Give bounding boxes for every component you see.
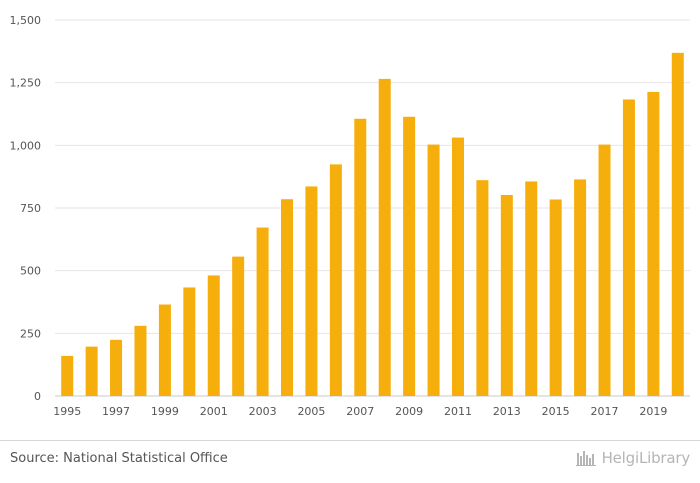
- x-tick-label: 2007: [346, 405, 374, 418]
- x-tick-label: 1995: [53, 405, 81, 418]
- y-tick-label: 1,000: [10, 139, 42, 152]
- x-tick-label: 2017: [591, 405, 619, 418]
- y-tick-label: 1,250: [10, 77, 42, 90]
- bar-2015[interactable]: 2015: 784: [549, 199, 562, 396]
- bar-2010[interactable]: 2010: 1003: [427, 144, 440, 396]
- bar-2012[interactable]: 2012: 861: [476, 180, 489, 396]
- x-tick-label: 2015: [542, 405, 570, 418]
- x-tick-label: 2013: [493, 405, 521, 418]
- bar-2011[interactable]: 2011: 1031: [451, 137, 464, 396]
- bar-2003[interactable]: 2003: 672: [256, 227, 269, 396]
- y-tick-label: 250: [20, 327, 41, 340]
- bar-1997[interactable]: 1997: 224: [110, 339, 123, 396]
- library-icon: [575, 451, 596, 466]
- bar-2017[interactable]: 2017: 1003: [598, 144, 611, 396]
- bar-2019[interactable]: 2019: 1213: [647, 91, 660, 396]
- bar-1995[interactable]: 1995: 160: [61, 355, 74, 396]
- x-tick-label: 1997: [102, 405, 130, 418]
- brand-name: HelgiLibrary: [601, 449, 691, 467]
- x-tick-label: 2009: [395, 405, 423, 418]
- bar-2001[interactable]: 2001: 481: [207, 275, 220, 396]
- brand-logo[interactable]: HelgiLibrary: [575, 449, 691, 467]
- bar-chart: 0 250 500 750 1,000 1,250 1,500 1995: 160 1996: …: [10, 14, 690, 418]
- bar-2004[interactable]: 2004: 785: [281, 199, 294, 396]
- bar-2014[interactable]: 2014: 856: [525, 181, 538, 396]
- x-tick-label: 1999: [151, 405, 179, 418]
- bar-2020[interactable]: 2020: 1369: [671, 52, 684, 396]
- x-tick-label: 2019: [639, 405, 667, 418]
- y-tick-label: 0: [34, 390, 41, 403]
- bar-2006[interactable]: 2006: 924: [329, 164, 342, 396]
- y-tick-label: 1,500: [10, 14, 42, 27]
- x-tick-label: 2011: [444, 405, 472, 418]
- chart-footer: Source: National Statistical Office Helg…: [0, 440, 700, 483]
- bar-2007[interactable]: 2007: 1106: [354, 118, 367, 396]
- bar-1999[interactable]: 1999: 365: [158, 304, 171, 396]
- bar-2000[interactable]: 2000: 433: [183, 287, 196, 396]
- bar-2013[interactable]: 2013: 802: [500, 194, 513, 396]
- bar-2008[interactable]: 2008: 1265: [378, 78, 391, 396]
- bar-1998[interactable]: 1998: 280: [134, 325, 147, 396]
- bar-2002[interactable]: 2002: 556: [232, 256, 245, 396]
- y-tick-label: 750: [20, 202, 41, 215]
- bar-1996[interactable]: 1996: 197: [85, 346, 98, 396]
- x-tick-label: 2005: [297, 405, 325, 418]
- y-tick-label: 500: [20, 265, 41, 278]
- source-note: Source: National Statistical Office: [10, 451, 228, 466]
- x-tick-label: 2003: [249, 405, 277, 418]
- bar-2016[interactable]: 2016: 864: [574, 179, 587, 396]
- bar-2009[interactable]: 2009: 1114: [403, 116, 416, 397]
- x-tick-label: 2001: [200, 405, 228, 418]
- bar-2005[interactable]: 2005: 836: [305, 186, 318, 396]
- bar-2018[interactable]: 2018: 1183: [622, 99, 635, 396]
